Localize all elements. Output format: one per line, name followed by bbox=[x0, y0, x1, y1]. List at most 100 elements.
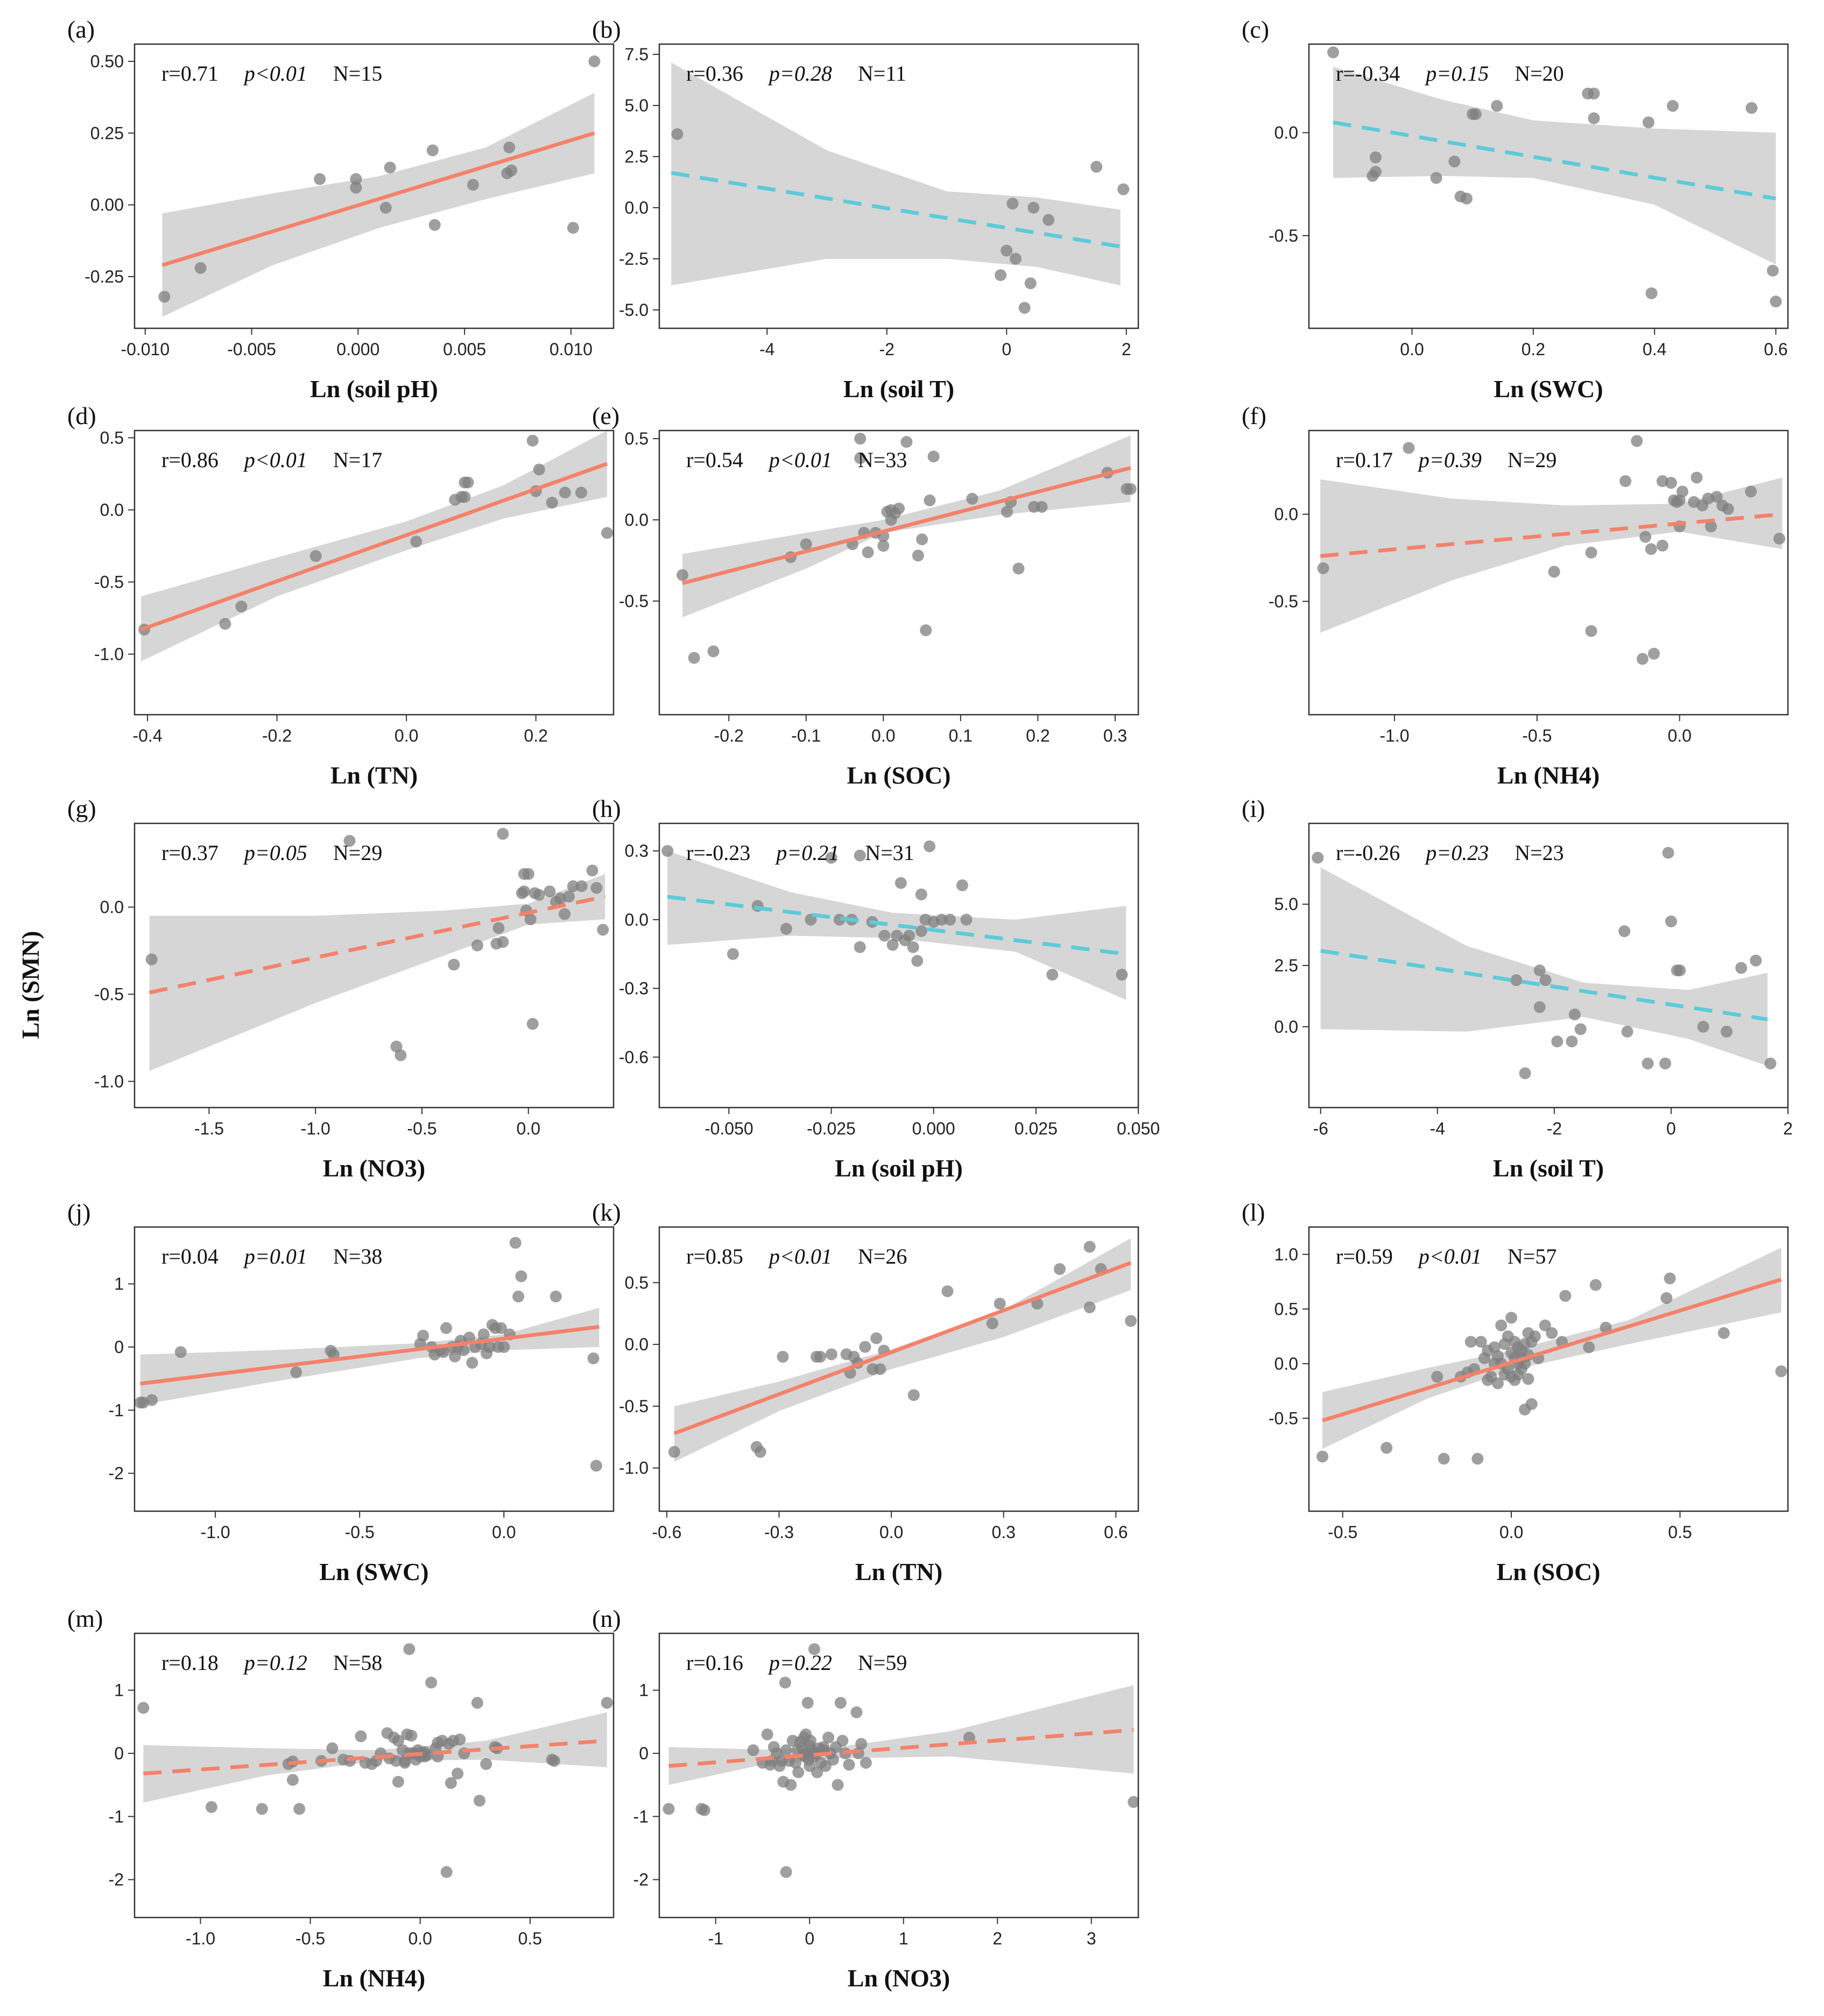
x-tick-label: 0.4 bbox=[1643, 340, 1666, 359]
data-point bbox=[1128, 1796, 1138, 1808]
data-point bbox=[235, 600, 248, 612]
stat-r: r=0.86 bbox=[161, 448, 219, 472]
regression-line bbox=[143, 1738, 607, 1775]
stats-annotation: r=-0.23 p=0.21 N=31 bbox=[686, 841, 914, 865]
x-tick-label: -1.0 bbox=[186, 1929, 215, 1948]
data-point bbox=[466, 1357, 478, 1369]
data-point bbox=[587, 1352, 600, 1365]
regression-line bbox=[140, 462, 608, 632]
data-point bbox=[1717, 1327, 1730, 1339]
data-point bbox=[314, 173, 326, 185]
x-tick-label: -1.0 bbox=[201, 1522, 230, 1542]
data-point bbox=[286, 1774, 299, 1786]
data-point bbox=[1475, 1336, 1487, 1348]
x-tick-label: -4 bbox=[759, 340, 774, 359]
data-point bbox=[941, 1285, 954, 1298]
data-point bbox=[1585, 625, 1597, 637]
data-point bbox=[1369, 166, 1382, 178]
data-point bbox=[544, 885, 556, 898]
data-point bbox=[944, 913, 956, 926]
plot-frame bbox=[658, 429, 1139, 716]
data-point bbox=[832, 1779, 844, 1791]
data-point bbox=[924, 494, 936, 506]
y-tick-label: 0.3 bbox=[625, 841, 649, 861]
x-tick-label: 0.6 bbox=[1764, 340, 1787, 359]
data-point bbox=[355, 1730, 367, 1743]
x-tick-label: 0.0 bbox=[1667, 726, 1691, 745]
data-point bbox=[1460, 192, 1473, 205]
plot-area bbox=[668, 1238, 1137, 1462]
x-tick-label: -0.010 bbox=[121, 340, 170, 359]
data-point bbox=[219, 618, 231, 630]
stat-p: p<0.01 bbox=[767, 1244, 832, 1268]
data-point bbox=[590, 882, 603, 894]
data-point bbox=[497, 828, 509, 840]
data-point bbox=[927, 450, 940, 463]
data-point bbox=[1735, 962, 1748, 974]
stats-annotation: r=0.36 p=0.28 N=11 bbox=[686, 61, 906, 86]
plot-area bbox=[661, 840, 1128, 1000]
confidence-band bbox=[1320, 867, 1768, 1066]
data-point bbox=[1745, 102, 1758, 114]
x-tick-label: -0.6 bbox=[652, 1522, 681, 1542]
stat-p: p=0.39 bbox=[1417, 448, 1482, 472]
data-point bbox=[792, 1766, 805, 1779]
x-axis-title: Ln (soil pH) bbox=[835, 1154, 963, 1182]
data-point bbox=[1566, 1035, 1578, 1048]
data-point bbox=[903, 929, 915, 942]
data-point bbox=[1642, 1058, 1654, 1070]
data-point bbox=[428, 219, 441, 231]
data-point bbox=[1750, 954, 1762, 967]
plot-area bbox=[1312, 847, 1777, 1080]
data-point bbox=[661, 845, 674, 857]
stat-p: p<0.01 bbox=[243, 61, 307, 86]
data-point bbox=[1009, 252, 1022, 265]
data-point bbox=[483, 1341, 496, 1353]
data-point bbox=[405, 1730, 418, 1742]
data-point bbox=[1636, 653, 1649, 665]
data-point bbox=[1583, 1341, 1595, 1354]
data-point bbox=[912, 549, 924, 562]
y-tick-label: -5.0 bbox=[619, 300, 649, 320]
confidence-band bbox=[671, 62, 1121, 286]
confidence-band bbox=[162, 93, 595, 317]
panel-n: -1 0 1 2 3 -2 -1 0 1 (n) r=0.16 p=0.22 N=59 Ln (NO3) bbox=[592, 1605, 1139, 1992]
plot-frame bbox=[133, 429, 615, 716]
data-point bbox=[811, 1766, 823, 1779]
data-point bbox=[403, 1643, 415, 1655]
y-tick-label: 0.5 bbox=[625, 429, 649, 448]
data-point bbox=[860, 1757, 872, 1769]
y-tick-label: 1 bbox=[114, 1681, 124, 1700]
confidence-band bbox=[667, 851, 1126, 1000]
data-point bbox=[727, 948, 739, 960]
regression-line bbox=[668, 1728, 1134, 1768]
data-point bbox=[1639, 531, 1652, 543]
data-point bbox=[924, 840, 936, 852]
panel-k: -0.6 -0.3 0.0 0.3 0.6 -1.0 -0.5 0.0 0.5 (k) r=0.85… bbox=[592, 1199, 1139, 1585]
y-tick-label: -1.0 bbox=[94, 1072, 124, 1091]
panel-e: -0.2 -0.1 0.0 0.1 0.2 0.3 -0.5 0.0 0.5 (e) r=0.54 p… bbox=[592, 402, 1139, 789]
y-tick-label: 0.25 bbox=[90, 123, 124, 143]
y-tick-label: -0.5 bbox=[1269, 591, 1298, 611]
data-point bbox=[1519, 1067, 1531, 1080]
data-point bbox=[995, 269, 1007, 281]
data-point bbox=[754, 1446, 766, 1458]
data-point bbox=[559, 487, 571, 499]
data-point bbox=[590, 1460, 602, 1472]
plot-frame bbox=[658, 1632, 1139, 1919]
x-tick-label: 2 bbox=[1783, 1119, 1793, 1138]
stats-annotation: r=0.04 p=0.01 N=38 bbox=[161, 1244, 382, 1268]
data-point bbox=[1125, 1315, 1137, 1327]
panel-letter: (k) bbox=[592, 1199, 621, 1226]
y-tick-label: 0.0 bbox=[1274, 1017, 1298, 1037]
data-point bbox=[761, 1728, 773, 1740]
confidence-band bbox=[668, 1685, 1134, 1785]
x-tick-label: -2 bbox=[879, 340, 895, 359]
data-point bbox=[445, 1777, 457, 1789]
x-tick-label: -0.5 bbox=[295, 1929, 325, 1948]
data-point bbox=[350, 173, 362, 185]
x-tick-label: 2 bbox=[992, 1929, 1002, 1948]
data-point bbox=[326, 1742, 339, 1754]
data-point bbox=[1448, 156, 1461, 168]
